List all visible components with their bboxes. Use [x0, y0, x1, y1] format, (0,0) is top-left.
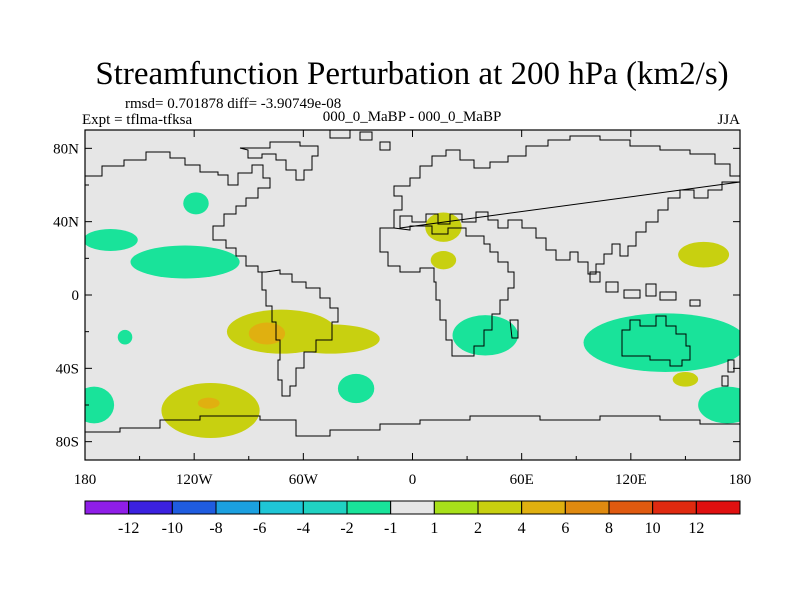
colorbar-swatch — [477, 500, 523, 515]
coastline-madagascar — [509, 319, 519, 339]
coastline-new-zealand — [721, 359, 735, 387]
anomaly-patch — [430, 250, 457, 270]
colorbar-swatch — [259, 500, 304, 515]
colorbar-swatch — [128, 500, 173, 515]
coastline-eurasia — [393, 135, 741, 275]
stats-label: rmsd= 0.701878 diff= -3.90749e-08 — [125, 96, 341, 112]
x-tick-label: 120E — [615, 472, 647, 488]
colorbar-label: 2 — [474, 520, 482, 537]
colorbar-label: 1 — [430, 520, 438, 537]
colorbar-swatch — [346, 500, 392, 515]
anomaly-patch — [337, 373, 375, 404]
colorbar-swatch — [433, 500, 479, 515]
colorbar-swatch — [695, 500, 741, 515]
y-tick-label: 80S — [56, 435, 79, 451]
y-axis: 80N 40N 0 40S 80S — [53, 141, 740, 451]
x-tick-label: 0 — [409, 472, 417, 488]
colorbar-label: 8 — [605, 520, 613, 537]
x-tick-label: 120W — [176, 472, 214, 488]
colorbar-label: -2 — [340, 520, 353, 537]
y-tick-label: 80N — [53, 141, 79, 157]
anomaly-layer — [85, 192, 740, 438]
anomaly-patch — [85, 386, 115, 424]
colorbar-label: 6 — [561, 520, 569, 537]
y-tick-label: 0 — [72, 288, 80, 304]
anomaly-patch — [183, 192, 209, 215]
anomaly-patch — [583, 313, 740, 372]
anomaly-patch — [85, 229, 138, 251]
anomaly-patch — [281, 324, 380, 354]
colorbar-swatch — [390, 500, 435, 515]
experiment-label: Expt = tflma-tfksa — [82, 112, 192, 128]
chart-title: Streamfunction Perturbation at 200 hPa (… — [95, 56, 728, 92]
coastline-south-america — [261, 269, 339, 397]
colorbar-label: -10 — [162, 520, 183, 537]
x-tick-label: 60W — [289, 472, 319, 488]
coastline-north-america — [85, 151, 271, 273]
anomaly-patch — [130, 245, 240, 279]
colorbar-label: 4 — [518, 520, 526, 537]
colorbar-swatch — [171, 500, 217, 515]
colorbar-label: -12 — [118, 520, 139, 537]
anomaly-patch — [452, 315, 519, 356]
y-tick-label: 40S — [56, 361, 79, 377]
x-tick-label: 180 — [729, 472, 752, 488]
x-tick-label: 60E — [510, 472, 534, 488]
colorbar-label: -1 — [384, 520, 397, 537]
anomaly-patch — [161, 383, 260, 438]
colorbar-label: 12 — [688, 520, 704, 537]
anomaly-patch — [678, 241, 730, 268]
colorbar-label: -8 — [209, 520, 222, 537]
anomaly-patch — [698, 386, 740, 424]
coastline-antarctica — [85, 415, 740, 437]
y-tick-label: 40N — [53, 215, 79, 231]
coastline-greenland — [239, 141, 319, 181]
anomaly-patch — [117, 329, 133, 345]
colorbar-swatch — [608, 500, 654, 515]
period-label: 000_0_MaBP - 000_0_MaBP — [323, 109, 502, 125]
colorbar-swatch — [215, 500, 261, 515]
anomaly-patch — [197, 397, 220, 409]
season-label: JJA — [717, 112, 740, 128]
colorbar-label: 10 — [645, 520, 661, 537]
colorbar-label: -6 — [253, 520, 266, 537]
coastline-australia — [621, 315, 691, 367]
anomaly-patch — [425, 212, 462, 242]
colorbar-swatch — [652, 500, 697, 515]
colorbar-swatch — [84, 500, 130, 515]
colorbar-swatch — [521, 500, 566, 515]
anomaly-patch — [672, 372, 699, 387]
colorbar-swatch — [302, 500, 348, 515]
x-axis: 180 120W 60W 0 60E 120E 180 — [74, 130, 752, 488]
colorbar-label: -4 — [297, 520, 310, 537]
colorbar-swatch — [564, 500, 610, 515]
x-tick-label: 180 — [74, 472, 97, 488]
colorbar: -12 -10 -8 -6 -4 -2 -1 1 2 4 6 8 10 12 — [84, 500, 741, 537]
coastlines — [85, 129, 741, 437]
coastline-africa — [379, 225, 515, 357]
coastline-southeast-asia — [589, 271, 701, 307]
